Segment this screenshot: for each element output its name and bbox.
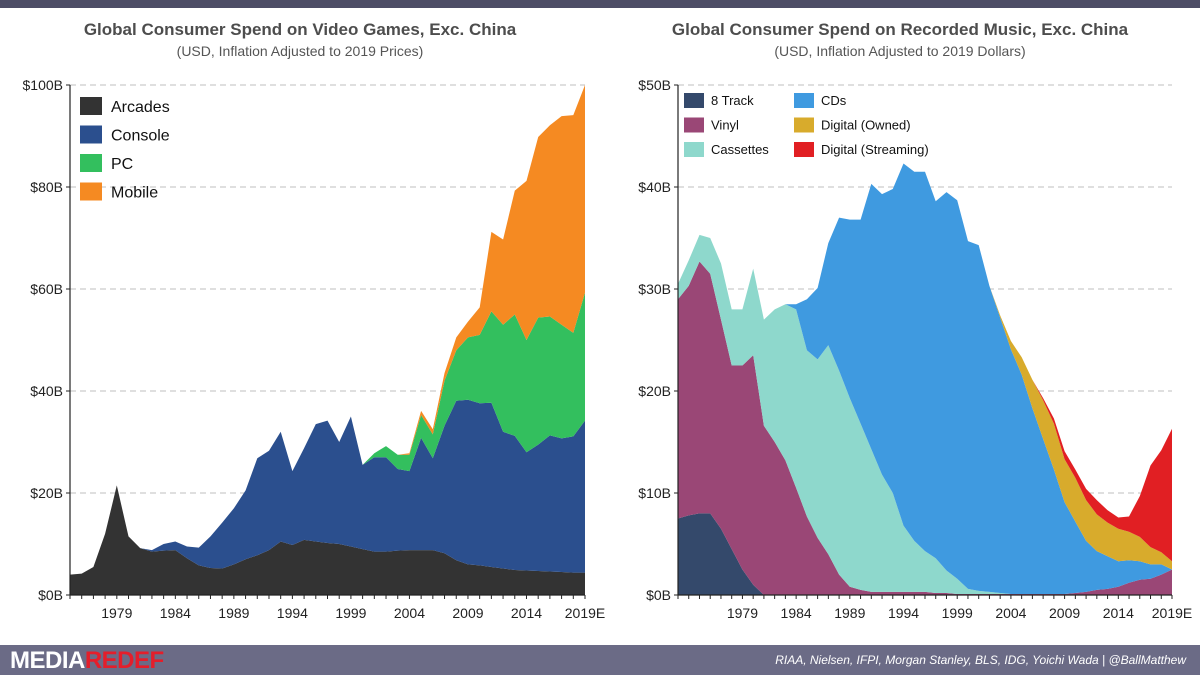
legend-swatch xyxy=(794,142,814,157)
x-tick-label: 2019E xyxy=(565,605,605,621)
chart-title: Global Consumer Spend on Recorded Music,… xyxy=(671,20,1129,39)
x-tick-label: 1979 xyxy=(727,605,758,621)
x-tick-label: 2004 xyxy=(394,605,425,621)
x-tick-label: 1979 xyxy=(101,605,132,621)
x-tick-label: 2014 xyxy=(511,605,542,621)
x-tick-label: 1994 xyxy=(888,605,919,621)
source-credits: RIAA, Nielsen, IFPI, Morgan Stanley, BLS… xyxy=(775,653,1186,667)
area-series-mobile xyxy=(70,85,585,575)
legend-label: PC xyxy=(111,156,133,173)
legend-swatch xyxy=(794,93,814,108)
chart-subtitle: (USD, Inflation Adjusted to 2019 Dollars… xyxy=(774,43,1026,59)
y-tick-label: $10B xyxy=(638,485,671,501)
legend-swatch xyxy=(684,142,704,157)
y-tick-label: $40B xyxy=(638,179,671,195)
legend-swatch xyxy=(80,97,102,115)
area-series-cassettes xyxy=(678,234,1172,594)
x-tick-label: 1984 xyxy=(160,605,191,621)
x-tick-label: 2009 xyxy=(1049,605,1080,621)
mediaredef-logo: MEDIAREDEF xyxy=(10,647,164,675)
legend-swatch xyxy=(80,154,102,172)
y-tick-label: $20B xyxy=(638,383,671,399)
legend-label: Cassettes xyxy=(711,142,769,157)
legend-swatch xyxy=(794,117,814,133)
x-tick-label: 1999 xyxy=(942,605,973,621)
y-tick-label: $30B xyxy=(638,281,671,297)
legend-label: Console xyxy=(111,127,170,144)
legend-swatch xyxy=(80,182,102,201)
legend-label: 8 Track xyxy=(711,93,754,108)
y-tick-label: $60B xyxy=(30,281,63,297)
recorded-music-chart: Global Consumer Spend on Recorded Music,… xyxy=(600,8,1200,645)
legend-swatch xyxy=(80,125,102,144)
area-series-8-track xyxy=(678,513,1172,595)
recorded-music-plot: $0B $10B $20B $30B $40B $50B 1979 1984 1989 1994 1… xyxy=(638,77,1192,621)
y-tick-label: $20B xyxy=(30,485,63,501)
y-tick-label: $80B xyxy=(30,179,63,195)
x-tick-label: 1999 xyxy=(335,605,366,621)
y-tick-label: $0B xyxy=(38,587,63,603)
y-tick-label: $50B xyxy=(638,77,671,93)
legend-swatch xyxy=(684,93,704,108)
area-series-cds xyxy=(678,163,1172,594)
area-series-arcades xyxy=(70,485,585,595)
chart-subtitle: (USD, Inflation Adjusted to 2019 Prices) xyxy=(176,43,424,59)
logo-text-redef: REDEF xyxy=(84,647,164,674)
x-tick-label: 1989 xyxy=(834,605,865,621)
area-series-pc xyxy=(70,292,585,575)
x-tick-label: 1994 xyxy=(277,605,308,621)
x-tick-label: 2009 xyxy=(452,605,483,621)
video-games-plot: $0B $20B $40B $60B $80B $100B 1979 1984 1989 1994… xyxy=(23,77,606,621)
legend-swatch xyxy=(684,117,704,133)
legend-label: Digital (Streaming) xyxy=(821,142,929,157)
x-tick-label: 2014 xyxy=(1103,605,1134,621)
legend-label: Mobile xyxy=(111,184,158,201)
legend-label: CDs xyxy=(821,93,847,108)
x-tick-label: 2019E xyxy=(1152,605,1192,621)
x-tick-label: 2004 xyxy=(995,605,1026,621)
video-games-chart: Global Consumer Spend on Video Games, Ex… xyxy=(0,8,606,645)
chart-title: Global Consumer Spend on Video Games, Ex… xyxy=(83,20,517,39)
legend-label: Digital (Owned) xyxy=(821,118,911,133)
legend-label: Vinyl xyxy=(711,118,739,133)
y-tick-label: $100B xyxy=(23,77,63,93)
legend-label: Arcades xyxy=(111,99,170,116)
area-series-console xyxy=(70,399,585,575)
logo-text-media: MEDIA xyxy=(10,647,85,674)
area-series-vinyl xyxy=(678,261,1172,595)
top-bar xyxy=(0,0,1200,8)
x-tick-label: 1989 xyxy=(218,605,249,621)
area-series-digital-streaming xyxy=(678,163,1172,562)
x-tick-label: 1984 xyxy=(781,605,812,621)
footer-bar: MEDIAREDEF RIAA, Nielsen, IFPI, Morgan S… xyxy=(0,645,1200,675)
y-tick-label: $0B xyxy=(646,587,671,603)
y-tick-label: $40B xyxy=(30,383,63,399)
